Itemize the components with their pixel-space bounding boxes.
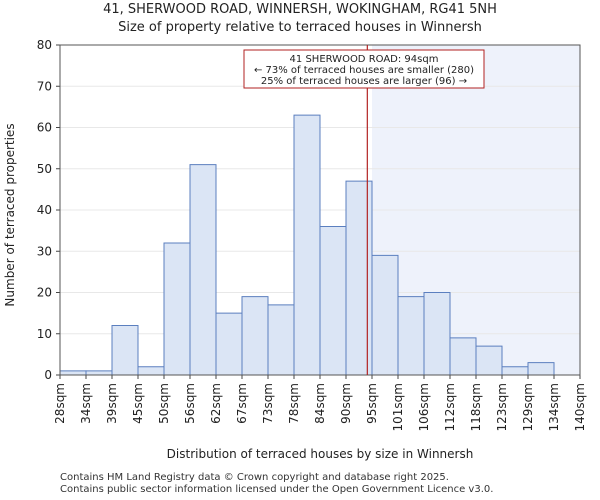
histogram-bar (189, 164, 217, 376)
histogram-bar (111, 325, 139, 376)
histogram-bar (449, 337, 477, 376)
x-tick-label: 90sqm (339, 383, 353, 424)
x-tick-label: 67sqm (235, 383, 249, 424)
x-tick-label: 50sqm (157, 383, 171, 424)
histogram-bar (59, 370, 87, 376)
x-tick-label: 78sqm (287, 383, 301, 424)
y-tick-label: 70 (37, 79, 52, 93)
histogram-bar (137, 366, 165, 376)
x-tick-label: 73sqm (261, 383, 275, 424)
histogram-bar (423, 292, 451, 376)
x-tick-label: 28sqm (53, 383, 67, 424)
y-axis-label: Number of terraced properties (3, 123, 17, 306)
x-axis-label: Distribution of terraced houses by size … (167, 447, 474, 461)
x-tick-label: 101sqm (391, 383, 405, 431)
y-tick-label: 80 (37, 38, 52, 52)
x-tick-label: 123sqm (495, 383, 509, 431)
property-annotation: 41 SHERWOOD ROAD: 94sqm ← 73% of terrace… (243, 49, 485, 89)
x-tick-label: 129sqm (521, 383, 535, 431)
histogram-bar (501, 366, 529, 376)
y-tick-label: 30 (37, 244, 52, 258)
x-tick-label: 95sqm (365, 383, 379, 424)
histogram-bar (267, 304, 295, 376)
histogram-bar (293, 114, 321, 376)
histogram-bar (397, 296, 425, 376)
x-tick-label: 118sqm (469, 383, 483, 431)
chart-title: 41, SHERWOOD ROAD, WINNERSH, WOKINGHAM, … (103, 2, 497, 17)
x-tick-label: 134sqm (547, 383, 561, 431)
y-tick-label: 50 (37, 162, 52, 176)
y-tick-label: 40 (37, 203, 52, 217)
footer-copyright: Contains HM Land Registry data © Crown c… (60, 472, 449, 483)
footer-licence: Contains public sector information licen… (60, 484, 494, 495)
chart-subtitle: Size of property relative to terraced ho… (118, 20, 482, 35)
y-tick-label: 0 (44, 368, 52, 382)
y-tick-label: 60 (37, 121, 52, 135)
x-tick-label: 56sqm (183, 383, 197, 424)
plot-frame (59, 44, 581, 376)
annotation-line-3: 25% of terraced houses are larger (96) → (261, 76, 467, 87)
histogram-bar (163, 242, 191, 376)
histogram-bar (345, 180, 373, 376)
x-tick-label: 62sqm (209, 383, 223, 424)
histogram-bar (371, 254, 399, 376)
x-tick-label: 140sqm (573, 383, 587, 431)
histogram-bar (319, 226, 347, 376)
x-tick-label: 84sqm (313, 383, 327, 424)
x-tick-label: 39sqm (105, 383, 119, 424)
annotation-line-2: ← 73% of terraced houses are smaller (28… (254, 65, 474, 76)
histogram-chart: 0 10 20 30 40 50 60 70 80 28sqm 34sqm 39sqm 45sqm 50s… (3, 38, 587, 461)
x-tick-label: 106sqm (417, 383, 431, 431)
histogram-bar (527, 362, 555, 376)
annotation-line-1: 41 SHERWOOD ROAD: 94sqm (290, 54, 439, 65)
histogram-bar (85, 370, 113, 376)
x-tick-label: 34sqm (79, 383, 93, 424)
histogram-bar (475, 345, 503, 376)
histogram-bar (241, 296, 269, 376)
y-tick-label: 20 (37, 286, 52, 300)
x-tick-label: 112sqm (443, 383, 457, 431)
y-tick-label: 10 (37, 327, 52, 341)
histogram-bar (215, 312, 243, 376)
x-tick-label: 45sqm (131, 383, 145, 424)
